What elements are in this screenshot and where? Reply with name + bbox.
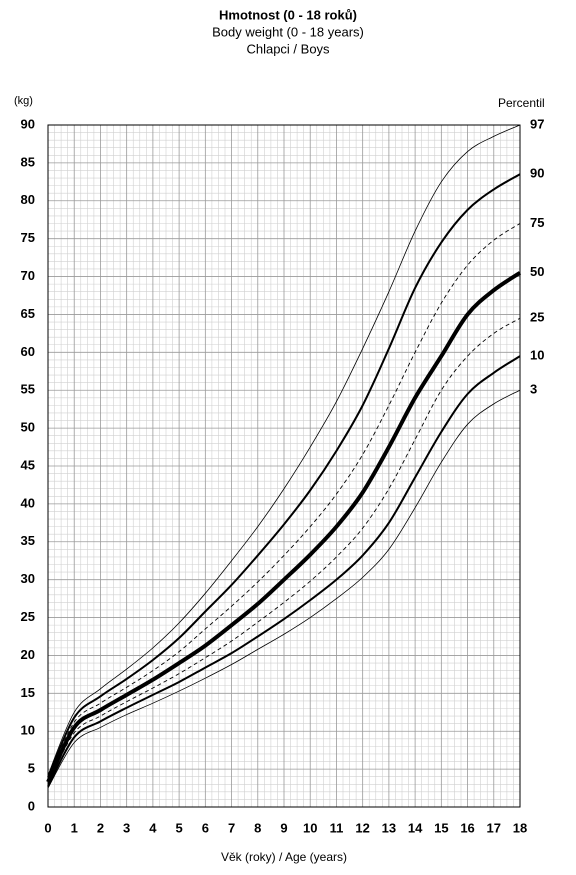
percentile-line — [47, 223, 521, 780]
x-tick-label: 5 — [175, 820, 182, 835]
y-tick-label: 75 — [21, 230, 35, 245]
chart-title: Hmotnost (0 - 18 roků) — [219, 7, 357, 22]
chart-subtitle: Body weight (0 - 18 years) — [212, 24, 364, 39]
y-tick-label: 80 — [21, 192, 35, 207]
x-tick-label: 0 — [44, 820, 51, 835]
percentile-label: 25 — [530, 310, 544, 325]
y-tick-label: 35 — [21, 533, 35, 548]
grid — [47, 124, 521, 808]
y-tick-label: 40 — [21, 495, 35, 510]
y-tick-label: 0 — [28, 798, 35, 813]
y-tick-label: 70 — [21, 268, 35, 283]
percentile-line — [47, 173, 521, 778]
plot-border — [47, 124, 521, 808]
x-tick-label: 9 — [280, 820, 287, 835]
y-tick-label: 50 — [21, 420, 35, 435]
percentile-line — [47, 317, 521, 785]
x-tick-label: 17 — [487, 820, 501, 835]
percentile-label: 90 — [530, 166, 544, 181]
y-tick-label: 5 — [28, 761, 35, 776]
chart-subtitle: Chlapci / Boys — [246, 41, 330, 56]
y-tick-label: 65 — [21, 306, 35, 321]
x-tick-label: 14 — [408, 820, 423, 835]
x-tick-label: 8 — [254, 820, 261, 835]
percentile-line — [47, 389, 521, 789]
percentile-label: 50 — [530, 264, 544, 279]
y-tick-label: 45 — [21, 457, 35, 472]
x-axis-label: Věk (roky) / Age (years) — [221, 850, 347, 864]
x-tick-label: 18 — [513, 820, 527, 835]
percentile-label: 3 — [530, 382, 537, 397]
x-tick-label: 10 — [303, 820, 317, 835]
x-tick-label: 15 — [434, 820, 448, 835]
y-tick-label: 25 — [21, 609, 35, 624]
percentile-label: 75 — [530, 215, 544, 230]
x-tick-label: 1 — [71, 820, 78, 835]
x-tick-label: 4 — [149, 820, 157, 835]
x-tick-label: 11 — [330, 820, 344, 835]
x-tick-label: 2 — [97, 820, 104, 835]
y-tick-label: 60 — [21, 344, 35, 359]
y-tick-label: 90 — [21, 116, 35, 131]
x-tick-label: 3 — [123, 820, 130, 835]
percentile-label: 10 — [530, 348, 544, 363]
legend-title: Percentil — [498, 96, 545, 110]
y-tick-label: 55 — [21, 382, 35, 397]
x-tick-label: 13 — [382, 820, 396, 835]
y-tick-label: 15 — [21, 685, 35, 700]
x-tick-label: 12 — [355, 820, 369, 835]
y-tick-label: 30 — [21, 571, 35, 586]
percentile-line — [47, 355, 521, 788]
y-unit: (kg) — [14, 95, 33, 107]
percentile-line — [47, 124, 521, 776]
y-tick-label: 85 — [21, 154, 35, 169]
y-tick-label: 20 — [21, 647, 35, 662]
x-tick-label: 16 — [460, 820, 474, 835]
lines — [46, 124, 522, 789]
x-tick-label: 6 — [202, 820, 209, 835]
x-tick-label: 7 — [228, 820, 235, 835]
percentile-label: 97 — [530, 116, 544, 131]
y-tick-label: 10 — [21, 723, 35, 738]
percentile-line — [46, 271, 522, 783]
